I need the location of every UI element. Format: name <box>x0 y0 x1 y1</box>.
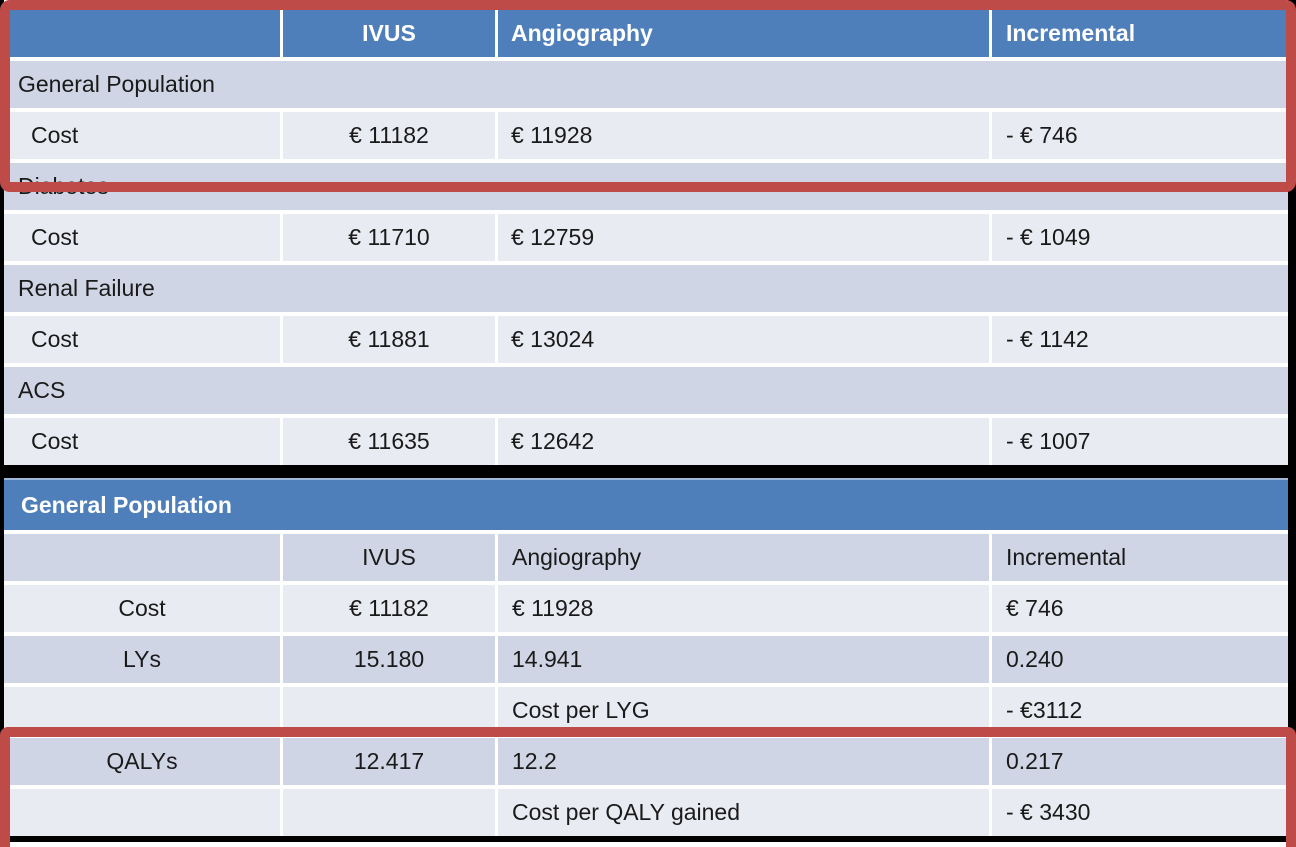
incremental-value: 0.217 <box>992 738 1288 785</box>
table2-title-row: General Population <box>4 478 1288 530</box>
angiography-value: Cost per QALY gained <box>498 789 989 836</box>
ivus-value: € 11182 <box>283 585 495 632</box>
row-cost-per-lyg: Cost per LYG - €3112 <box>4 687 1288 734</box>
ivus-value: € 11881 <box>283 316 495 363</box>
table1-header-empty <box>4 10 280 57</box>
ivus-value: € 11182 <box>283 112 495 159</box>
angiography-value: € 11928 <box>498 585 989 632</box>
row-label: Cost <box>4 418 280 465</box>
table2-header-row: IVUS Angiography Incremental <box>4 534 1288 581</box>
general-population-detail-table: General Population IVUS Angiography Incr… <box>0 472 1296 842</box>
incremental-value: - € 3430 <box>992 789 1288 836</box>
incremental-value: - € 1142 <box>992 316 1288 363</box>
row-label: Cost <box>4 585 280 632</box>
incremental-value: - € 746 <box>992 112 1288 159</box>
table1-header-ivus: IVUS <box>283 10 495 57</box>
section-label: Renal Failure <box>4 265 1288 312</box>
table1-header-row: IVUS Angiography Incremental <box>4 10 1288 57</box>
cost-row-diabetes: Cost € 11710 € 12759 - € 1049 <box>4 214 1288 261</box>
ivus-value: € 11710 <box>283 214 495 261</box>
ivus-value <box>283 789 495 836</box>
incremental-value: € 746 <box>992 585 1288 632</box>
row-lys: LYs 15.180 14.941 0.240 <box>4 636 1288 683</box>
row-label: Cost <box>4 112 280 159</box>
angiography-value: € 12642 <box>498 418 989 465</box>
cost-row-general-population: Cost € 11182 € 11928 - € 746 <box>4 112 1288 159</box>
ivus-value: € 11635 <box>283 418 495 465</box>
angiography-value: € 13024 <box>498 316 989 363</box>
row-label: QALYs <box>4 738 280 785</box>
ivus-value <box>283 687 495 734</box>
angiography-value: € 12759 <box>498 214 989 261</box>
cost-by-subgroup-table: IVUS Angiography Incremental General Pop… <box>0 0 1296 472</box>
table2-header-incremental: Incremental <box>992 534 1288 581</box>
angiography-value: € 11928 <box>498 112 989 159</box>
row-label <box>4 789 280 836</box>
row-label <box>4 687 280 734</box>
section-row-general-population: General Population <box>4 61 1288 108</box>
row-cost: Cost € 11182 € 11928 € 746 <box>4 585 1288 632</box>
incremental-value: - €3112 <box>992 687 1288 734</box>
row-label: Cost <box>4 316 280 363</box>
ivus-value: 12.417 <box>283 738 495 785</box>
incremental-value: - € 1007 <box>992 418 1288 465</box>
table2-header-angiography: Angiography <box>498 534 989 581</box>
row-qalys: QALYs 12.417 12.2 0.217 <box>4 738 1288 785</box>
section-label: General Population <box>4 61 1288 108</box>
incremental-value: 0.240 <box>992 636 1288 683</box>
angiography-value: Cost per LYG <box>498 687 989 734</box>
table1-header-angiography: Angiography <box>498 10 989 57</box>
ivus-value: 15.180 <box>283 636 495 683</box>
incremental-value: - € 1049 <box>992 214 1288 261</box>
section-label: ACS <box>4 367 1288 414</box>
row-cost-per-qaly: Cost per QALY gained - € 3430 <box>4 789 1288 836</box>
row-label: Cost <box>4 214 280 261</box>
angiography-value: 14.941 <box>498 636 989 683</box>
table1-header-incremental: Incremental <box>992 10 1288 57</box>
angiography-value: 12.2 <box>498 738 989 785</box>
section-label: Diabetes <box>4 163 1288 210</box>
cost-row-acs: Cost € 11635 € 12642 - € 1007 <box>4 418 1288 465</box>
section-row-acs: ACS <box>4 367 1288 414</box>
table2-header-empty <box>4 534 280 581</box>
cost-row-renal-failure: Cost € 11881 € 13024 - € 1142 <box>4 316 1288 363</box>
table2-title: General Population <box>21 491 232 518</box>
section-row-diabetes: Diabetes <box>4 163 1288 210</box>
table2-header-ivus: IVUS <box>283 534 495 581</box>
row-label: LYs <box>4 636 280 683</box>
section-row-renal-failure: Renal Failure <box>4 265 1288 312</box>
